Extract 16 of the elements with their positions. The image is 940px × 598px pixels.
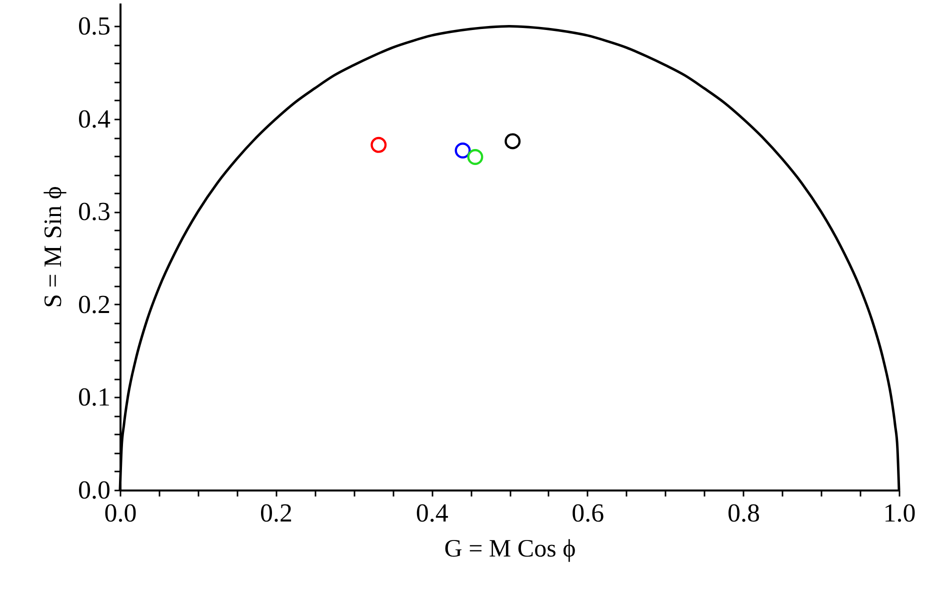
x-tick-label: 0.8 (727, 498, 760, 528)
y-axis-title: S = M Sin ϕ (40, 186, 67, 308)
y-tick-label: 0.2 (78, 290, 110, 319)
x-tick-label: 0.4 (416, 498, 448, 528)
point (504, 133, 521, 150)
point (370, 136, 387, 153)
y-tick-label: 0.4 (78, 104, 110, 134)
x-axis-title: G = M Cos ϕ (444, 536, 576, 562)
point (454, 142, 471, 158)
y-tick-label: 0.3 (78, 197, 110, 226)
point (467, 149, 484, 165)
x-tick-label: 0.6 (572, 498, 604, 528)
y-tick-label: 0.5 (78, 12, 110, 41)
x-tick-label: 1.0 (883, 498, 916, 528)
y-tick-label: 0.1 (78, 382, 110, 412)
x-tick-label: 0.2 (260, 498, 293, 528)
